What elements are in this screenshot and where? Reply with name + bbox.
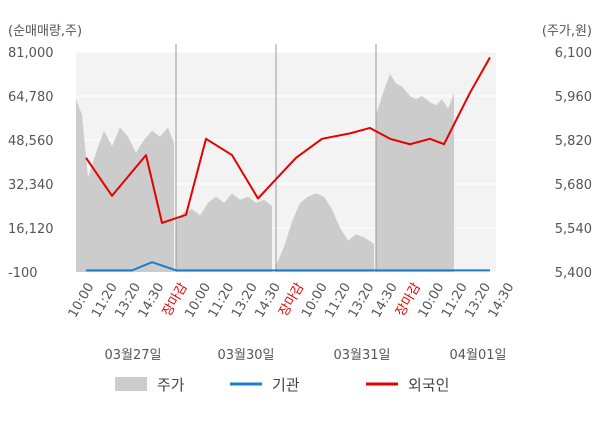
price-area-day-1 [76,99,174,273]
legend-price-swatch [115,377,147,391]
left-tick-label: -100 [8,266,38,281]
left-tick-label: 32,340 [8,178,54,193]
right-tick-label: 5,400 [555,266,592,281]
price-area-day-3 [276,193,374,272]
date-label: 04월01일 [449,348,506,363]
right-tick-label: 5,680 [555,178,592,193]
date-label: 03월30일 [217,348,274,363]
legend-price-label: 주가 [157,376,185,394]
right-tick-label: 5,960 [555,90,592,105]
right-tick-label: 5,540 [555,222,592,237]
date-label: 03월27일 [104,348,161,363]
right-unit-label: (주가,원) [542,24,592,39]
price-area-day-4 [376,74,454,272]
left-unit-label: (순매매량,주) [8,24,82,39]
right-tick-label: 6,100 [555,46,592,61]
right-tick-label: 5,820 [555,134,592,149]
institution-line [86,261,490,272]
price-area-day-2 [176,193,272,272]
left-tick-label: 16,120 [8,222,54,237]
foreign-line [85,56,491,224]
left-tick-label: 81,000 [8,46,54,61]
legend-foreign-label: 외국인 [408,376,449,394]
date-label: 03월31일 [333,348,390,363]
left-tick-label: 48,560 [8,134,54,149]
legend-institution-label: 기관 [272,376,300,394]
plot-area [76,44,496,273]
left-tick-label: 64,780 [8,90,54,105]
legend: 주가 기관 외국인 [115,376,449,394]
